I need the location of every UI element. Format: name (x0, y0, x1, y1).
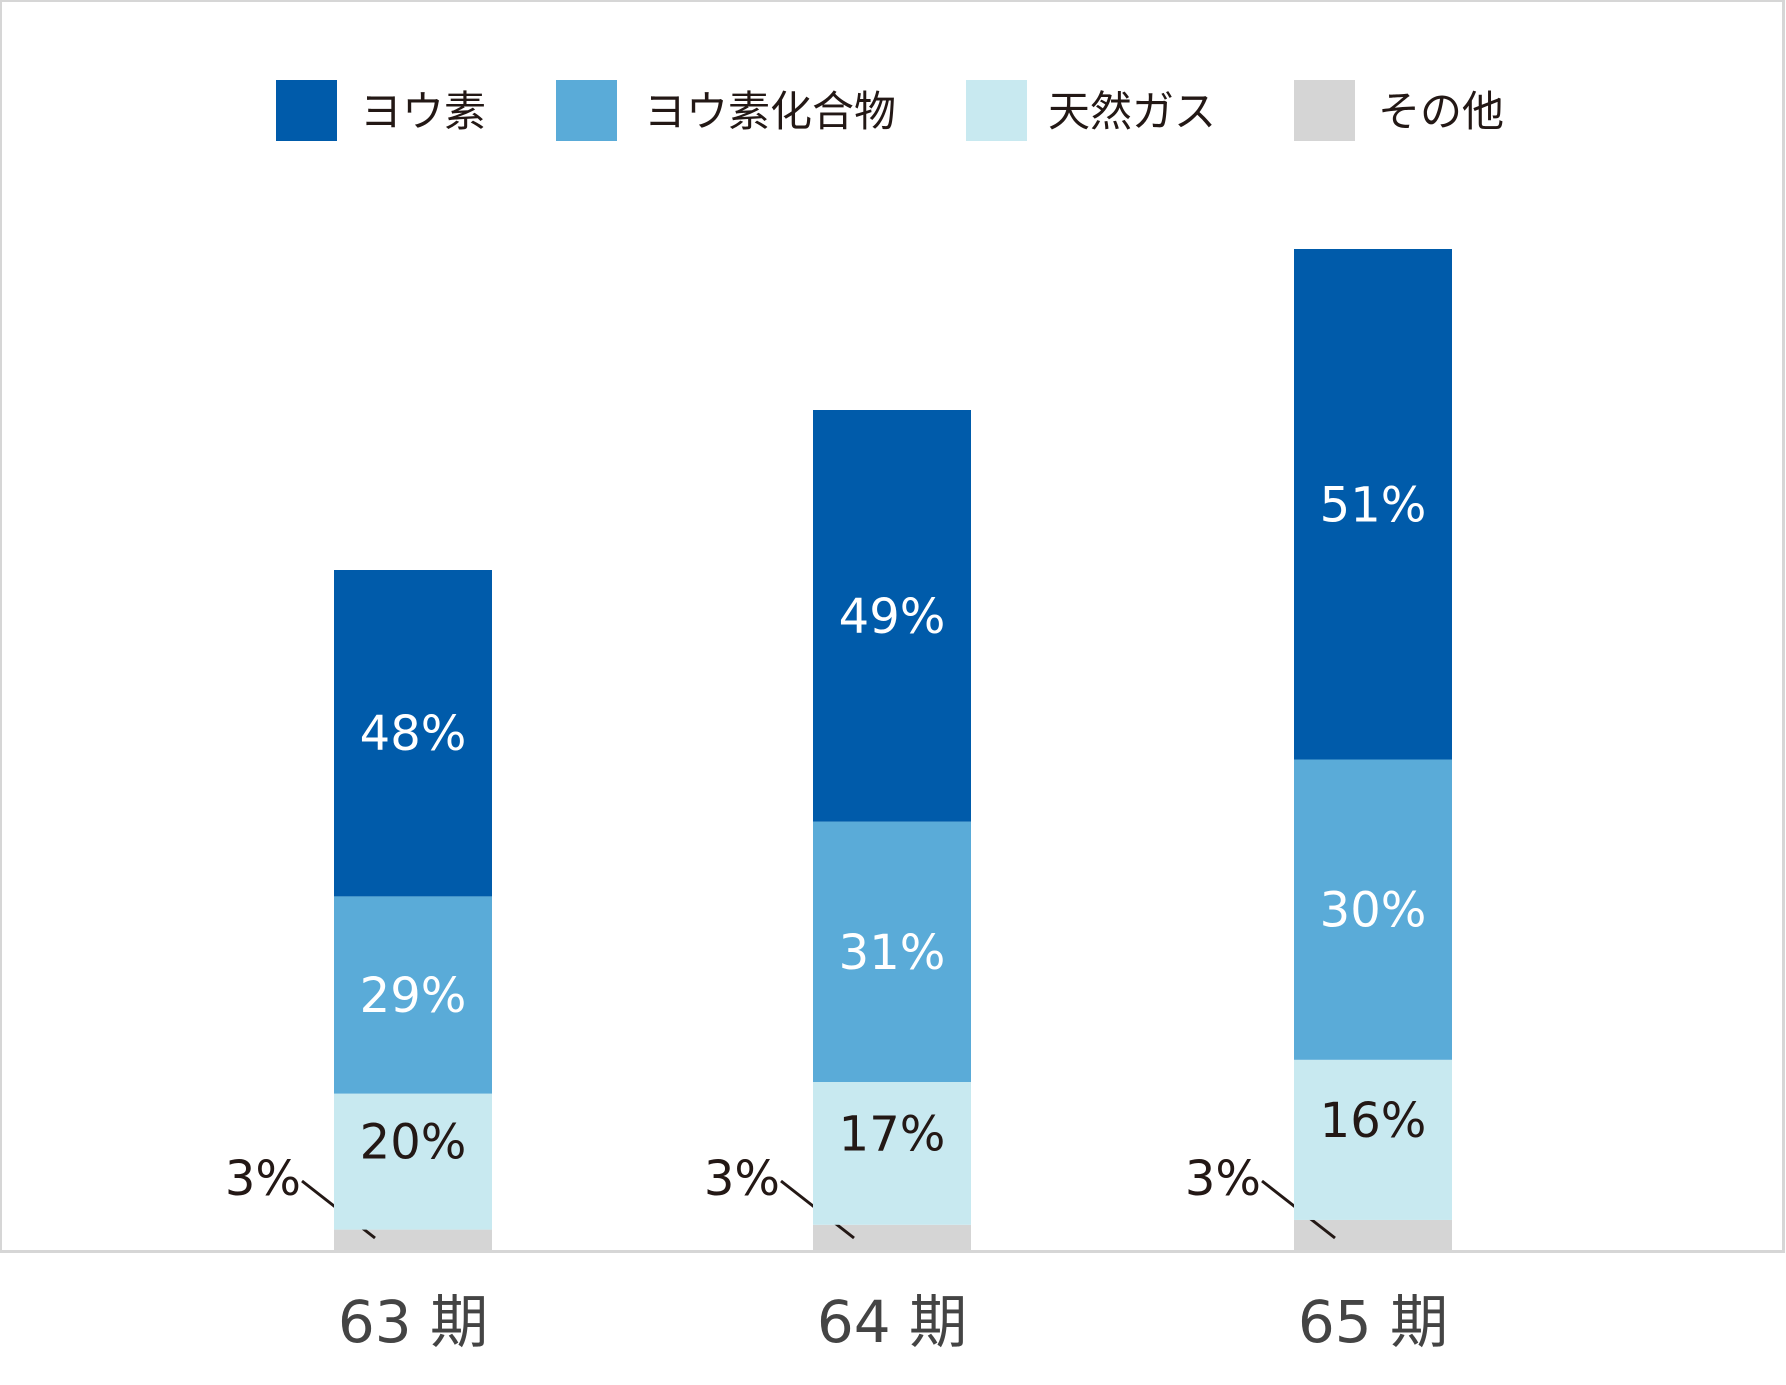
legend-swatch (276, 80, 337, 141)
data-label: 51% (1320, 477, 1427, 533)
bar-segment (813, 1082, 971, 1225)
legend-swatch (556, 80, 617, 141)
chart-frame (0, 0, 1785, 1253)
legend-label: ヨウ素化合物 (644, 87, 896, 136)
data-label: 31% (839, 925, 946, 981)
data-label: 30% (1320, 883, 1427, 939)
bar-segment (813, 1224, 971, 1250)
legend-label: 天然ガス (1048, 87, 1216, 136)
bar-segment (1294, 759, 1452, 1060)
data-label: 48% (360, 706, 467, 762)
bar-segment (334, 1093, 492, 1230)
data-label: 3% (704, 1151, 780, 1207)
data-label: 20% (360, 1115, 467, 1171)
data-label: 3% (1185, 1151, 1261, 1207)
legend-swatch (966, 80, 1027, 141)
bar-segment (334, 570, 492, 897)
legend-swatch (1294, 80, 1355, 141)
x-tick-label: 63 期 (338, 1288, 488, 1356)
x-tick-label: 64 期 (817, 1288, 967, 1356)
data-label: 17% (839, 1106, 946, 1162)
bar-segment (334, 896, 492, 1094)
bar-segment (334, 1229, 492, 1250)
x-tick-label: 65 期 (1298, 1288, 1448, 1356)
data-label: 3% (225, 1151, 301, 1207)
data-label: 16% (1320, 1093, 1427, 1149)
data-label: 49% (839, 589, 946, 645)
legend-label: その他 (1378, 87, 1504, 136)
bar-segment (813, 410, 971, 822)
bar-segment (1294, 249, 1452, 760)
legend-label: ヨウ素 (360, 87, 486, 136)
data-label: 29% (360, 968, 467, 1024)
bar-segment (813, 821, 971, 1082)
bar-segment (1294, 1059, 1452, 1220)
